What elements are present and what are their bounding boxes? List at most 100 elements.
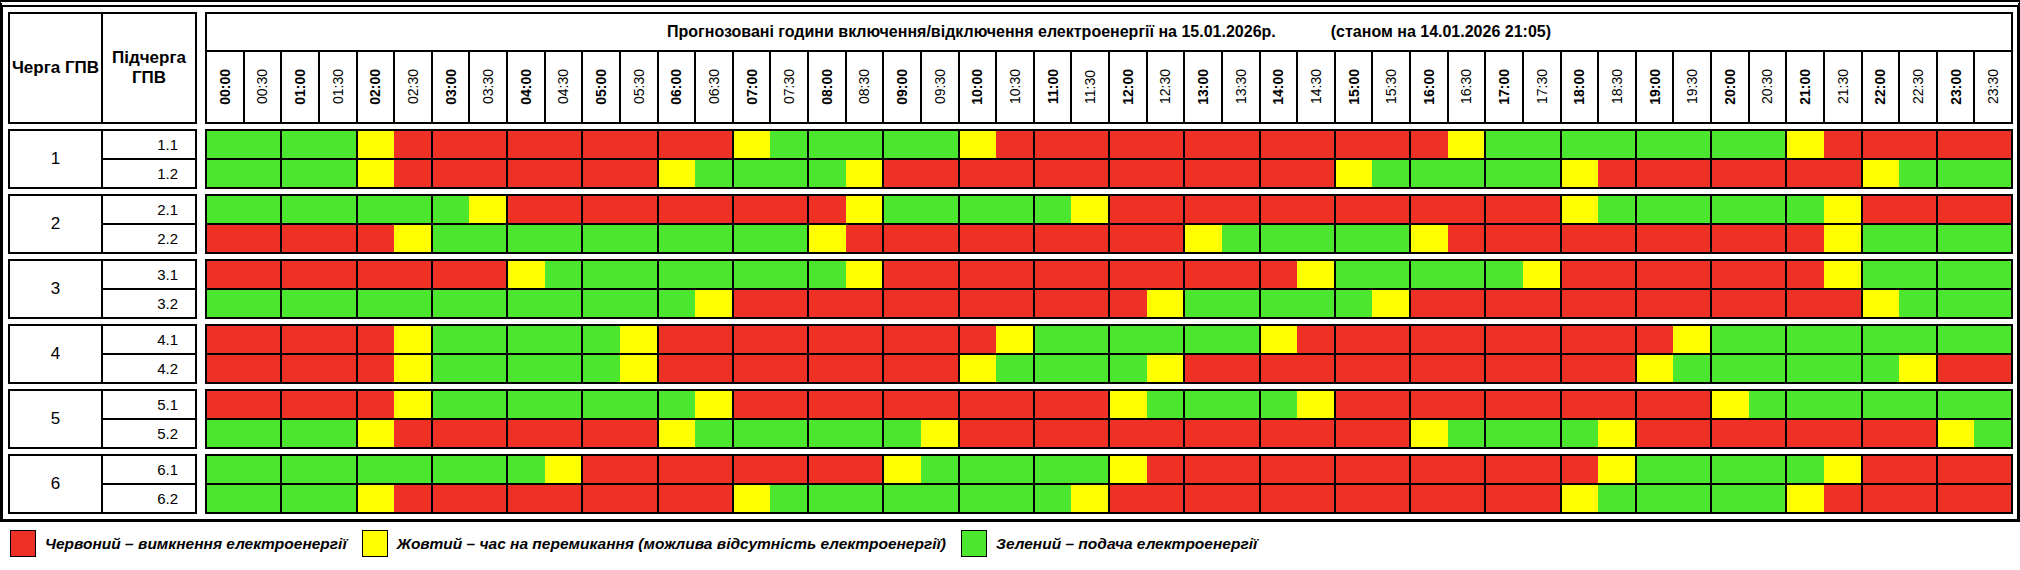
slot-3.2-12:00 xyxy=(1110,290,1147,317)
slot-6.2-22:30 xyxy=(1899,485,1938,512)
slot-6.1-07:00 xyxy=(734,456,771,483)
schedule-grid-4 xyxy=(205,324,2013,384)
slot-6.2-10:00 xyxy=(960,485,997,512)
slot-1.1-22:00 xyxy=(1863,131,1900,158)
slot-6.1-00:30 xyxy=(244,456,283,483)
slot-3.1-18:30 xyxy=(1598,261,1637,288)
slot-1.2-11:30 xyxy=(1071,160,1110,187)
slot-5.2-08:30 xyxy=(846,420,885,447)
slot-4.2-02:30 xyxy=(394,355,433,382)
slot-5.2-06:30 xyxy=(695,420,734,447)
time-label-13:30: 13:30 xyxy=(1223,52,1261,122)
time-label-text: 09:30 xyxy=(932,69,948,104)
slot-5.1-00:30 xyxy=(244,391,283,418)
time-label-text: 04:00 xyxy=(518,69,534,105)
slot-2.2-18:00 xyxy=(1562,225,1599,252)
slot-2.1-13:00 xyxy=(1185,196,1222,223)
slot-6.1-18:30 xyxy=(1598,456,1637,483)
time-label-13:00: 13:00 xyxy=(1185,52,1223,122)
slot-2.1-18:30 xyxy=(1598,196,1637,223)
slot-4.1-11:00 xyxy=(1035,326,1072,353)
slot-4.1-18:30 xyxy=(1598,326,1637,353)
subqueue-label-3.2: 3.2 xyxy=(103,290,195,317)
slot-1.1-21:30 xyxy=(1824,131,1863,158)
slot-3.2-02:00 xyxy=(358,290,395,317)
slot-3.1-23:00 xyxy=(1938,261,1975,288)
slot-6.2-21:00 xyxy=(1787,485,1824,512)
slot-2.2-11:30 xyxy=(1071,225,1110,252)
slot-3.2-18:00 xyxy=(1562,290,1599,317)
slot-5.2-22:30 xyxy=(1899,420,1938,447)
slot-6.1-21:00 xyxy=(1787,456,1824,483)
slot-2.2-08:00 xyxy=(809,225,846,252)
slot-2.1-14:30 xyxy=(1297,196,1336,223)
slot-3.1-08:00 xyxy=(809,261,846,288)
time-label-text: 09:00 xyxy=(894,69,910,105)
slot-1.2-10:30 xyxy=(996,160,1035,187)
slot-3.2-07:30 xyxy=(770,290,809,317)
slot-1.1-16:30 xyxy=(1448,131,1487,158)
slot-2.1-06:30 xyxy=(695,196,734,223)
slot-5.1-10:00 xyxy=(960,391,997,418)
time-label-text: 00:30 xyxy=(254,69,270,104)
slot-2.1-07:00 xyxy=(734,196,771,223)
slot-5.2-08:00 xyxy=(809,420,846,447)
slot-3.2-06:00 xyxy=(659,290,696,317)
slot-1.1-10:00 xyxy=(960,131,997,158)
slot-1.2-05:00 xyxy=(583,160,620,187)
slot-1.2-22:30 xyxy=(1899,160,1938,187)
slot-6.1-00:00 xyxy=(207,456,244,483)
slot-6.1-22:30 xyxy=(1899,456,1938,483)
slot-3.2-18:30 xyxy=(1598,290,1637,317)
slot-5.2-17:00 xyxy=(1486,420,1523,447)
slot-5.1-20:30 xyxy=(1749,391,1788,418)
slot-3.1-21:00 xyxy=(1787,261,1824,288)
slot-5.1-19:00 xyxy=(1637,391,1674,418)
slot-5.1-23:00 xyxy=(1938,391,1975,418)
slot-6.1-10:00 xyxy=(960,456,997,483)
slot-1.2-05:30 xyxy=(620,160,659,187)
slot-3.1-20:30 xyxy=(1749,261,1788,288)
slot-2.1-20:30 xyxy=(1749,196,1788,223)
time-label-text: 17:00 xyxy=(1496,69,1512,105)
slot-5.1-16:30 xyxy=(1448,391,1487,418)
queue-cell-3: 3 xyxy=(8,259,103,319)
slot-4.2-23:00 xyxy=(1938,355,1975,382)
slot-2.1-10:00 xyxy=(960,196,997,223)
slot-6.1-22:00 xyxy=(1863,456,1900,483)
time-label-text: 08:00 xyxy=(819,69,835,105)
slot-4.1-22:30 xyxy=(1899,326,1938,353)
slot-3.1-17:00 xyxy=(1486,261,1523,288)
slot-6.2-01:00 xyxy=(282,485,319,512)
slot-2.1-15:30 xyxy=(1372,196,1411,223)
slot-5.2-09:00 xyxy=(884,420,921,447)
slot-1.2-20:00 xyxy=(1712,160,1749,187)
time-label-text: 03:30 xyxy=(480,69,496,104)
time-label-text: 16:30 xyxy=(1458,69,1474,104)
slot-3.1-03:30 xyxy=(469,261,508,288)
subqueue-column-1: 1.11.2 xyxy=(103,129,197,189)
time-label-text: 00:00 xyxy=(217,69,233,105)
slot-1.1-20:30 xyxy=(1749,131,1788,158)
time-label-text: 22:00 xyxy=(1872,69,1888,105)
slot-5.2-00:30 xyxy=(244,420,283,447)
slot-1.1-07:00 xyxy=(734,131,771,158)
slot-3.1-05:00 xyxy=(583,261,620,288)
slot-4.2-11:00 xyxy=(1035,355,1072,382)
time-label-23:00: 23:00 xyxy=(1938,52,1976,122)
slot-6.2-09:00 xyxy=(884,485,921,512)
slot-2.2-01:30 xyxy=(319,225,358,252)
slot-1.1-14:30 xyxy=(1297,131,1336,158)
slot-1.1-09:30 xyxy=(921,131,960,158)
slot-4.1-01:30 xyxy=(319,326,358,353)
slot-3.2-17:30 xyxy=(1523,290,1562,317)
slot-5.2-14:00 xyxy=(1261,420,1298,447)
slot-2.2-12:00 xyxy=(1110,225,1147,252)
slot-5.1-06:30 xyxy=(695,391,734,418)
slot-2.1-19:30 xyxy=(1673,196,1712,223)
slot-1.1-20:00 xyxy=(1712,131,1749,158)
divider xyxy=(197,259,205,319)
slot-1.2-14:30 xyxy=(1297,160,1336,187)
slot-6.2-19:30 xyxy=(1673,485,1712,512)
slot-4.2-08:30 xyxy=(846,355,885,382)
